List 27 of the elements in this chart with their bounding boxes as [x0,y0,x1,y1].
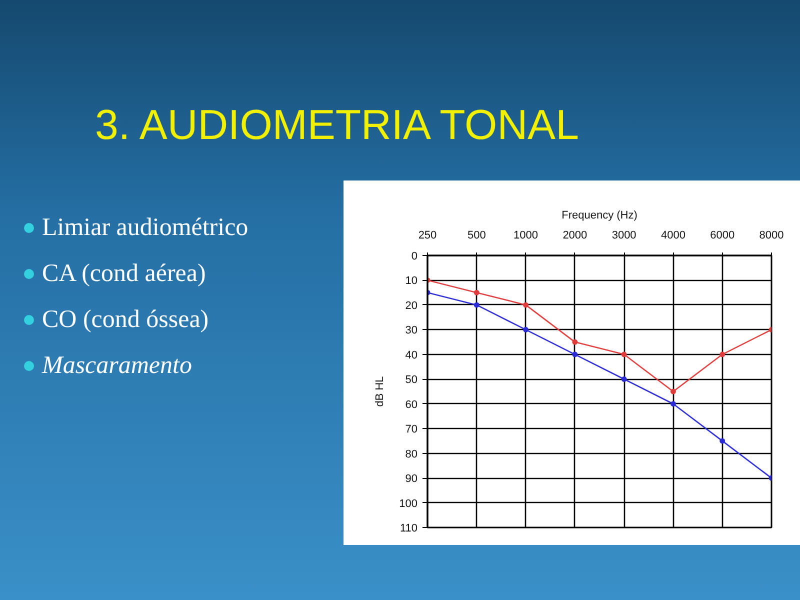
x-axis-title: Frequency (Hz) [562,210,638,222]
y-tick-label: 30 [405,324,418,337]
chart-title: 3. AUDIOMETRIA TONAL [94,100,579,150]
x-tick-label: 250 [418,230,437,242]
y-tick-label: 80 [405,448,418,460]
y-tick-label: 40 [405,349,418,362]
x-tick-label: 500 [467,230,486,242]
y-axis-title: dB HL [374,376,386,407]
x-tick-label: 2000 [562,230,588,242]
x-tick-label: 6000 [710,230,735,242]
y-tick-label: 60 [405,398,418,411]
y-tick-label: 70 [405,424,418,436]
x-tick-label: 8000 [759,230,784,242]
text: CA (cond aérea) [42,259,206,290]
y-tick-label: 20 [405,300,418,312]
y-tick-label: 10 [405,275,418,288]
x-tick-label: 3000 [612,230,636,242]
y-tick-label: 0 [411,250,418,262]
y-tick-label: 110 [400,522,418,534]
x-tick-label: 4000 [660,230,686,242]
y-tick-label: 90 [405,473,418,486]
x-tick-label: 1000 [514,230,538,242]
y-tick-label: 100 [399,498,418,510]
y-tick-label: 50 [405,374,418,386]
text: Mascaramento [42,351,192,382]
text: Limiar audiométrico [42,213,248,244]
text: CO (cond óssea) [42,305,209,336]
